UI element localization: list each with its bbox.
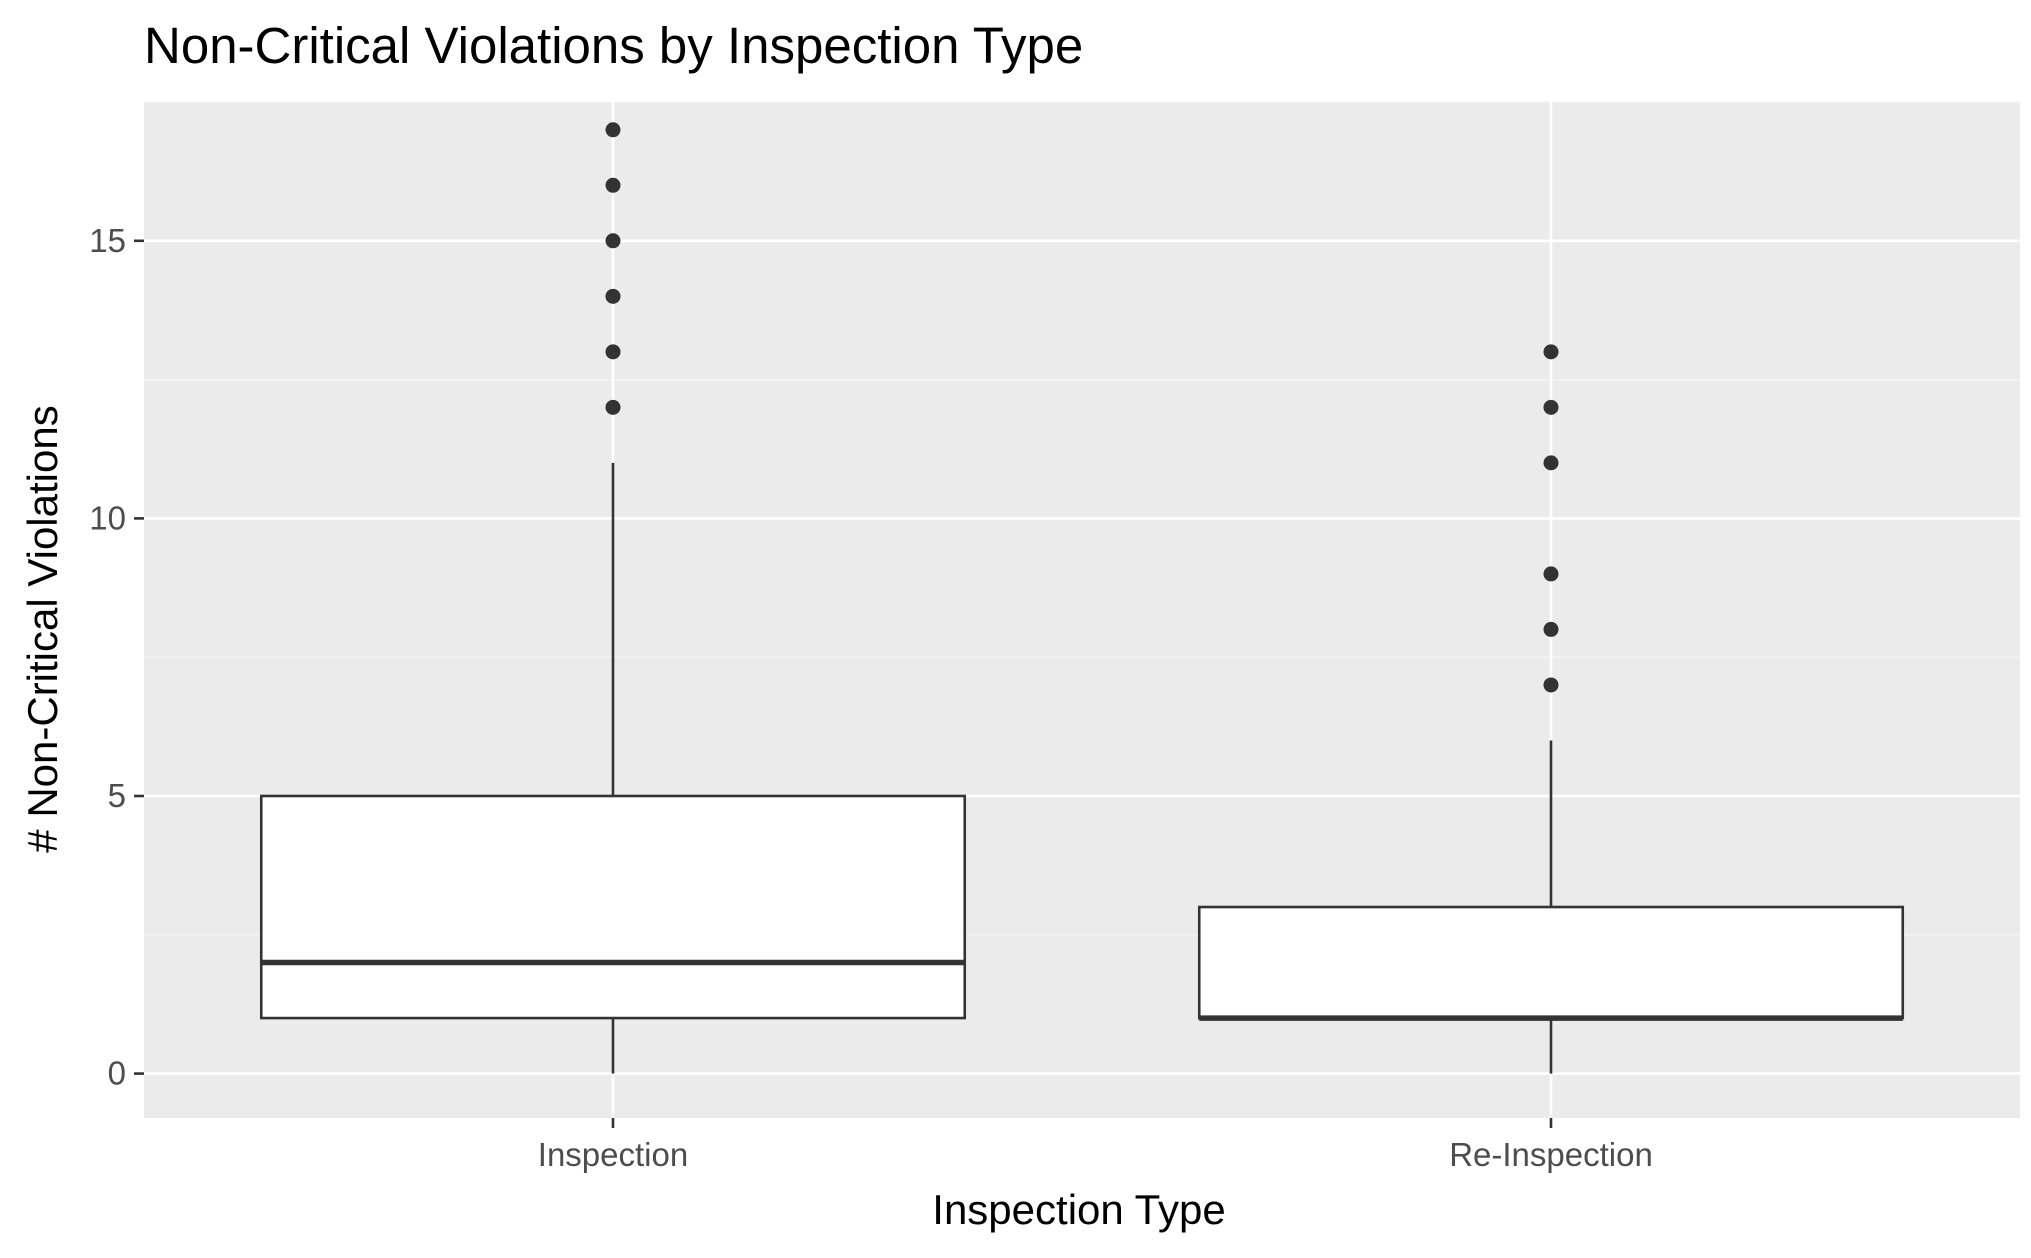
outlier-point-re-inspection-1 (1543, 621, 1559, 637)
x-axis-title: Inspection Type (932, 1186, 1225, 1233)
outlier-point-inspection-4 (605, 177, 621, 193)
y-axis-title: # Non-Critical Violations (19, 405, 66, 852)
y-tick-label-1: 5 (108, 777, 126, 814)
y-tick-label-0: 0 (108, 1055, 126, 1092)
box-inspection (259, 794, 967, 1020)
outlier-point-inspection-2 (605, 288, 621, 304)
outlier-point-inspection-5 (605, 122, 621, 138)
outlier-point-inspection-0 (605, 399, 621, 415)
outlier-point-inspection-1 (605, 344, 621, 360)
box-re-inspection (1197, 905, 1905, 1020)
outlier-point-re-inspection-5 (1543, 344, 1559, 360)
outlier-point-re-inspection-0 (1543, 677, 1559, 693)
axis-layer: 0 5 10 15 Inspection Re-Inspection (89, 222, 1653, 1173)
outlier-point-re-inspection-2 (1543, 566, 1559, 582)
y-tick-label-3: 15 (89, 222, 126, 259)
x-tick-label-1: Re-Inspection (1449, 1136, 1653, 1173)
y-tick-label-2: 10 (89, 499, 126, 536)
chart-title: Non-Critical Violations by Inspection Ty… (144, 17, 1083, 74)
outlier-point-re-inspection-4 (1543, 399, 1559, 415)
box-layer (259, 122, 1905, 1074)
x-tick-label-0: Inspection (538, 1136, 688, 1173)
outlier-point-inspection-3 (605, 233, 621, 249)
outlier-point-re-inspection-3 (1543, 455, 1559, 471)
